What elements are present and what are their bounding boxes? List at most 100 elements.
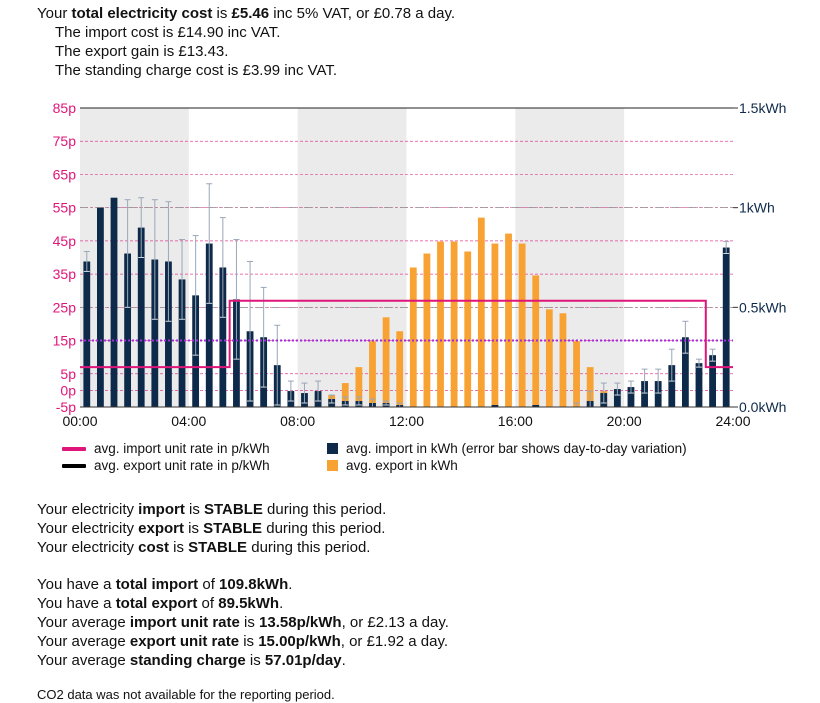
export-bar: [450, 241, 458, 407]
import-kwh-swatch: [327, 443, 338, 454]
total-cost-value: £5.46: [231, 5, 270, 22]
left-tick-label: 35p: [53, 266, 77, 282]
x-tick-label: 24:00: [715, 413, 750, 429]
import-bar: [205, 243, 213, 407]
import-status-prefix: Your electricity: [37, 501, 139, 518]
stability-status: Your electricity import is STABLE during…: [37, 500, 386, 557]
cost-status-suffix: during this period.: [247, 539, 371, 556]
import-bar: [532, 405, 540, 407]
total-export-value: 89.5kWh: [218, 595, 280, 612]
total-cost-mid: is: [212, 5, 232, 22]
x-tick-label: 20:00: [607, 413, 642, 429]
x-tick-label: 04:00: [171, 413, 206, 429]
export-bar: [423, 253, 431, 407]
x-tick-label: 00:00: [62, 413, 97, 429]
import-bar: [178, 279, 186, 407]
export-bar: [586, 367, 594, 407]
export-status-prefix: Your electricity: [37, 520, 139, 537]
export-status-value: STABLE: [203, 520, 263, 537]
import-status-line: Your electricity import is STABLE during…: [37, 500, 386, 519]
total-cost-suffix: inc 5% VAT, or £0.78 a day.: [269, 5, 456, 22]
export-bar: [477, 217, 485, 407]
avg-export-rate-line: Your average export unit rate is 15.00p/…: [37, 632, 449, 651]
cost-status-prefix: Your electricity: [37, 539, 139, 556]
cost-status-mid: is: [169, 539, 189, 556]
avg-import-rate-suffix: , or £2.13 a day.: [341, 614, 449, 631]
legend-left: avg. import unit rate in p/kWh avg. expo…: [62, 440, 270, 474]
export-bar: [355, 367, 363, 407]
export-bar: [545, 309, 553, 407]
export-bar: [464, 251, 472, 407]
export-bar: [573, 341, 580, 407]
left-tick-label: 15p: [53, 333, 77, 349]
cost-status-line: Your electricity cost is STABLE during t…: [37, 538, 386, 557]
total-export-mid: of: [197, 595, 219, 612]
left-tick-label: -5p: [56, 399, 76, 415]
import-status-suffix: during this period.: [262, 501, 387, 518]
import-bar: [641, 381, 648, 407]
export-gain-line: The export gain is £13.43.: [55, 43, 229, 60]
total-import-label: total import: [115, 576, 199, 593]
legend-export-rate: avg. export unit rate in p/kWh: [62, 457, 270, 474]
export-bar: [396, 331, 404, 407]
left-tick-label: 0p: [60, 382, 76, 398]
co2-note: CO2 data was not available for the repor…: [37, 687, 335, 702]
totals-summary: You have a total import of 109.8kWh. You…: [37, 575, 449, 670]
import-rate-swatch: [62, 446, 86, 451]
total-export-prefix: You have a: [37, 595, 116, 612]
legend-import-kwh: avg. import in kWh (error bar shows day-…: [327, 440, 687, 457]
import-bar: [668, 365, 676, 407]
export-bar: [559, 313, 567, 407]
import-bar: [165, 261, 172, 407]
left-tick-label: 65p: [53, 166, 77, 182]
left-tick-label: 85p: [53, 100, 77, 116]
export-status-mid: is: [184, 520, 204, 537]
export-bar: [369, 341, 376, 407]
total-import-suffix: .: [288, 576, 293, 593]
legend-import-rate-label: avg. import unit rate in p/kWh: [94, 441, 270, 456]
import-bar: [137, 227, 145, 407]
left-tick-label: 45p: [53, 233, 77, 249]
right-tick-label: 1.5kWh: [739, 100, 786, 116]
x-tick-label: 08:00: [280, 413, 315, 429]
avg-export-rate-label: export unit rate: [129, 633, 240, 650]
import-bar: [654, 381, 662, 407]
avg-export-rate-suffix: , or £1.92 a day.: [340, 633, 449, 650]
import-bar: [491, 405, 499, 407]
avg-export-rate-mid: is: [239, 633, 259, 650]
avg-import-rate-prefix: Your average: [37, 614, 130, 631]
export-kwh-swatch: [327, 460, 338, 471]
total-cost-label: total electricity cost: [71, 5, 213, 22]
cost-summary: Your total electricity cost is £5.46 inc…: [37, 4, 455, 80]
avg-import-rate-value: 13.58p/kWh: [259, 614, 342, 631]
total-export-label: total export: [115, 595, 198, 612]
total-export-suffix: .: [279, 595, 284, 612]
total-cost-line: Your total electricity cost is £5.46 inc…: [37, 4, 455, 23]
import-bar: [97, 207, 104, 407]
import-bar: [695, 363, 703, 407]
import-bar: [151, 259, 159, 407]
legend-export-kwh: avg. export in kWh: [327, 457, 687, 474]
total-export-line: You have a total export of 89.5kWh.: [37, 594, 449, 613]
legend-right: avg. import in kWh (error bar shows day-…: [327, 440, 687, 474]
import-rate-line: [80, 299, 733, 369]
import-status-mid: is: [184, 501, 204, 518]
x-tick-label: 12:00: [389, 413, 424, 429]
total-import-mid: of: [198, 576, 220, 593]
export-status-word: export: [138, 520, 184, 537]
x-tick-label: 16:00: [498, 413, 533, 429]
import-bar: [722, 247, 730, 407]
total-cost-prefix: Your: [37, 5, 72, 22]
avg-import-rate-label: import unit rate: [129, 614, 240, 631]
shaded-band: [297, 108, 407, 407]
import-bar: [627, 387, 635, 407]
export-status-suffix: during this period.: [262, 520, 386, 537]
legend-export-rate-label: avg. export unit rate in p/kWh: [94, 458, 270, 473]
legend-import-rate: avg. import unit rate in p/kWh: [62, 440, 270, 457]
avg-standing-mid: is: [245, 652, 265, 669]
legend-import-kwh-label: avg. import in kWh (error bar shows day-…: [346, 441, 687, 456]
right-tick-label: 0.0kWh: [739, 399, 786, 415]
cost-status-value: STABLE: [188, 539, 248, 556]
export-bar: [518, 243, 526, 407]
left-tick-label: 25p: [53, 299, 77, 315]
